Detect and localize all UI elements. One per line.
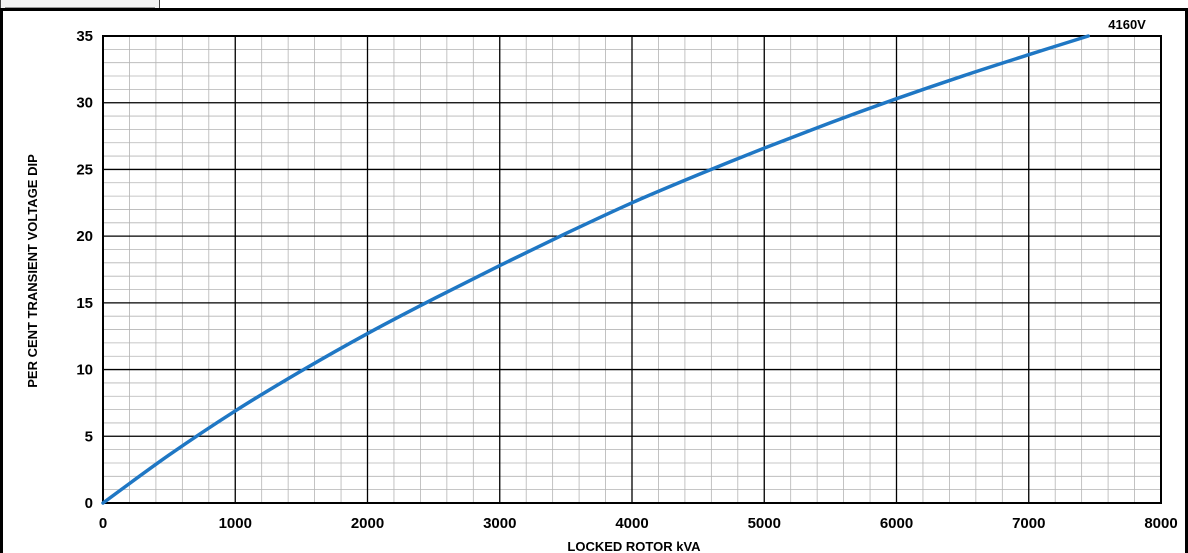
y-tick-label: 20 [76,228,93,245]
series-layer: 4160V [101,17,1146,505]
y-tick-label: 35 [76,28,93,45]
x-tick-label: 1000 [219,515,252,532]
x-tick-label: 8000 [1144,515,1177,532]
series-line [101,34,1091,505]
x-tick-label: 3000 [483,515,516,532]
x-tick-label: 7000 [1012,515,1045,532]
y-tick-label: 10 [76,362,93,379]
x-axis-title: LOCKED ROTOR kVA [567,539,701,553]
y-tick-labels: 0 5 10 15 20 25 30 35 [76,28,93,512]
y-tick-label: 5 [85,428,93,445]
y-tick-label: 30 [76,95,93,112]
x-tick-labels: 0 1000 2000 3000 4000 5000 6000 7000 8000 [99,515,1178,532]
major-grid [102,35,1162,504]
x-tick-label: 2000 [351,515,384,532]
y-tick-label: 25 [76,161,93,178]
x-tick-label: 6000 [880,515,913,532]
y-tick-label: 15 [76,295,93,312]
y-tick-label: 0 [85,495,93,512]
series-label: 4160V [1108,17,1146,32]
y-axis-title: PER CENT TRANSIENT VOLTAGE DIP [25,154,40,388]
x-tick-label: 4000 [615,515,648,532]
chart-frame [0,8,1188,553]
plot-border [102,35,1162,504]
x-tick-label: 5000 [748,515,781,532]
x-tick-label: 0 [99,515,107,532]
